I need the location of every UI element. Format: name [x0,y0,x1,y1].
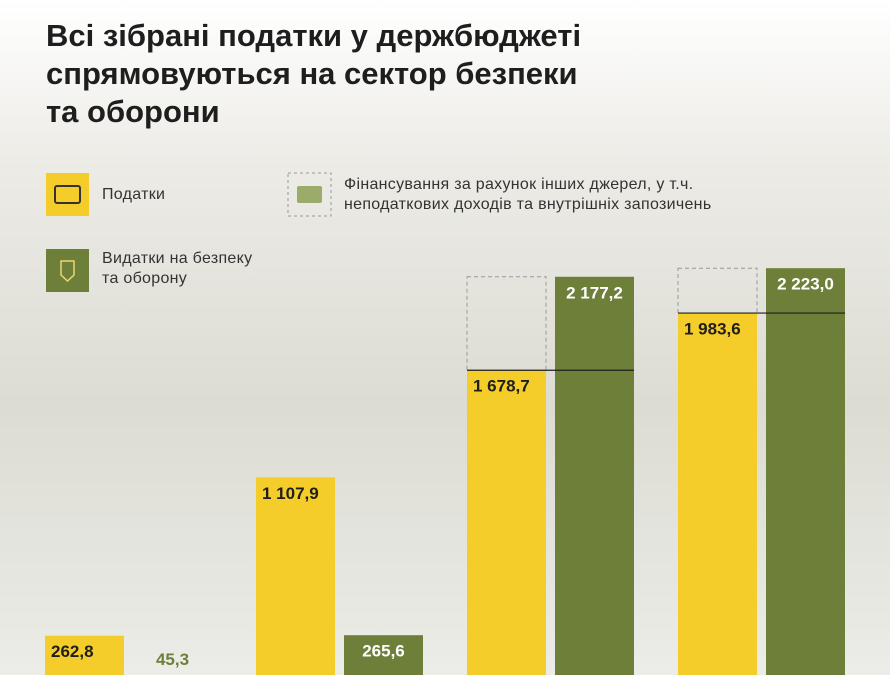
legend-icon [297,186,322,203]
bar [256,477,335,675]
chart-title: спрямовуються на сектор безпеки [46,56,578,91]
bar [344,635,423,675]
legend-icon [54,185,81,204]
value-label: 1 107,9 [262,484,319,503]
value-label: 2 223,0 [777,275,834,294]
value-label: 1 983,6 [684,320,741,339]
bar [766,268,845,675]
value-label: 45,3 [156,650,189,669]
legend-label: та оборону [102,270,187,287]
legend-swatch [46,173,89,216]
chart-title: та оборони [46,94,220,129]
legend-label: Видатки на безпеку [102,250,252,267]
legend-swatch [287,172,332,217]
legend-swatch [46,249,89,292]
value-label: 1 678,7 [473,377,530,396]
legend-icon [60,260,75,283]
legend-label: Податки [102,186,165,203]
bar [555,276,634,675]
legend-label: Фінансування за рахунок інших джерел, у … [344,176,693,193]
legend-label: неподаткових доходів та внутрішніх запоз… [344,196,711,213]
value-label: 265,6 [362,642,405,661]
value-label: 2 177,2 [566,283,623,302]
bar [467,370,546,675]
chart-title: Всі зібрані податки у держбюджеті [46,18,581,53]
bar [45,635,124,675]
bar [678,313,757,675]
value-label: 262,8 [51,642,94,661]
